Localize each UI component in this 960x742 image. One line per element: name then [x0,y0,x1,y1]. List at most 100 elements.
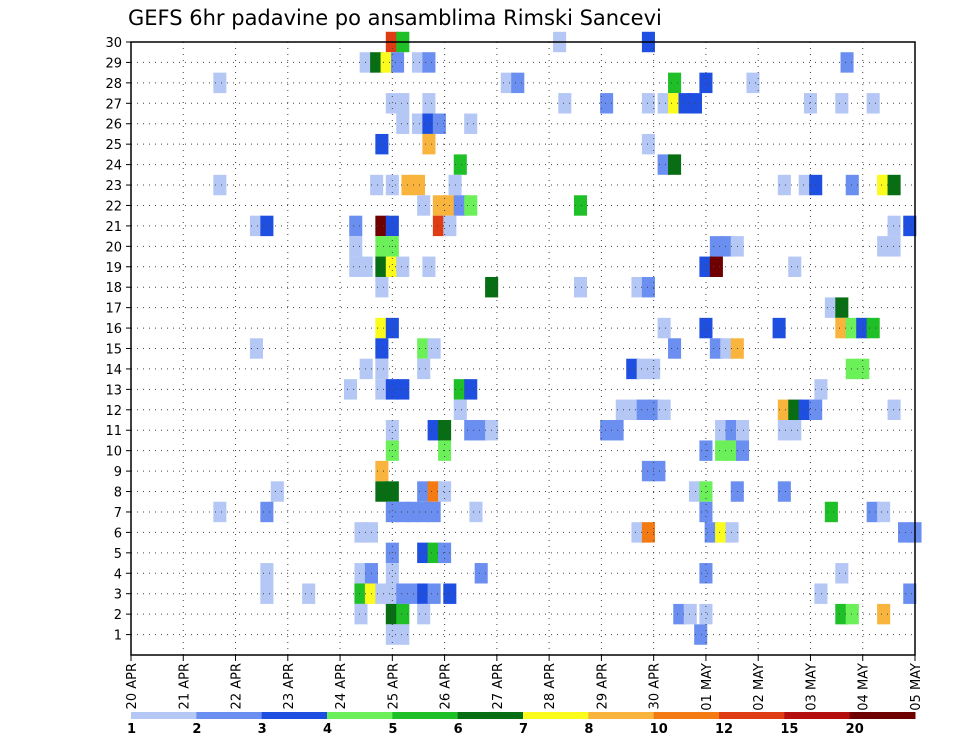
heatmap-cell [396,583,410,604]
heatmap-cell [359,358,373,380]
colorbar-swatch [457,712,524,719]
grid-lines [131,41,915,655]
heatmap-cell [385,317,399,339]
y-tick-label: 18 [105,281,122,296]
x-tick-label: 01 MAY [700,663,715,711]
heatmap-cell [746,72,760,94]
heatmap-cell [824,501,838,523]
heatmap-cell [385,420,399,441]
y-tick-label: 21 [105,220,122,235]
x-tick-label: 03 MAY [804,663,819,711]
heatmap-cell [417,583,431,604]
x-tick-label: 27 APR [491,663,506,709]
heatmap-cell [735,420,750,441]
heatmap-cell [464,379,478,400]
heatmap-cell [573,276,588,298]
heatmap-cell [777,174,791,196]
heatmap-cell [370,174,384,196]
colorbar-label: 2 [192,722,201,737]
heatmap-cell [877,501,891,523]
heatmap-cell [411,113,425,134]
y-tick-label: 15 [105,343,122,358]
heatmap-cell [500,72,514,94]
heatmap-cell [427,501,441,523]
heatmap-cell [835,297,849,318]
heatmap-cell [835,603,849,625]
heatmap-cell [396,113,410,134]
heatmap-cell [427,338,441,359]
heatmap-cell [375,133,389,155]
heatmap-cell [777,420,791,441]
heatmap-cell [699,501,713,523]
heatmap-cell [213,501,227,523]
colorbar-label: 5 [388,722,397,737]
heatmap-cell [777,481,791,502]
heatmap-cell [600,420,614,441]
colorbar-label: 10 [650,722,668,737]
heatmap-cell [453,399,467,421]
y-tick-label: 28 [105,77,122,92]
heatmap-cell [385,93,399,114]
colorbar-swatch [131,712,197,719]
x-tick-label: 20 APR [125,663,140,709]
heatmap-cell [375,358,389,380]
colorbar-label: 8 [584,722,593,737]
heatmap-cell [725,440,739,461]
heatmap-cell [453,195,467,216]
colorbar-label: 6 [454,722,463,737]
heatmap-cells [213,31,922,645]
heatmap-cell [887,174,901,196]
heatmap-cell [877,236,891,257]
heatmap-cell [354,522,368,543]
colorbar-label: 12 [715,722,733,737]
heatmap-cell [709,338,723,359]
heatmap-cell [877,174,891,196]
heatmap-cell [432,215,446,237]
y-tick-label: 7 [114,506,122,521]
heatmap-cell [422,113,436,134]
y-tick-label: 8 [114,486,122,501]
heatmap-cell [354,563,368,584]
colorbar-swatch [849,712,916,719]
heatmap-cell [887,215,901,237]
heatmap-cell [349,215,363,237]
heatmap-cell [652,460,666,482]
heatmap-cell [856,358,870,380]
heatmap-cell [835,317,849,339]
heatmap-cell [396,93,410,114]
heatmap-cell [720,338,734,359]
x-tick-label: 24 APR [334,663,349,709]
heatmap-cell [385,624,399,645]
heatmap-cell [866,93,880,114]
heatmap-cell [422,256,436,277]
heatmap-cell [668,154,682,175]
heatmap-cell [213,174,227,196]
heatmap-cell [375,583,389,604]
heatmap-cell [385,379,399,400]
heatmap-cell [887,399,901,421]
heatmap-cell [417,603,431,625]
heatmap-cell [636,358,650,380]
heatmap-cell [636,399,650,421]
heatmap-cell [375,317,389,339]
heatmap-cell [385,603,399,625]
heatmap-cell [845,358,859,380]
heatmap-cell [370,52,384,73]
heatmap-cell [396,256,410,277]
heatmap-cell [668,338,682,359]
heatmap-cell [260,583,274,604]
y-tick-label: 6 [114,526,122,541]
y-tick-label: 24 [105,159,122,174]
heatmap-cell [777,399,791,421]
heatmap-cell [438,420,452,441]
heatmap-cell [396,624,410,645]
heatmap-cell [626,399,640,421]
heatmap-cell [573,195,588,216]
heatmap-cell [422,93,436,114]
heatmap-cell [641,276,655,298]
heatmap-cell [715,440,729,461]
heatmap-cell [474,563,488,584]
heatmap-cell [835,93,849,114]
x-tick-label: 28 APR [543,663,558,709]
heatmap-cell [375,460,389,482]
